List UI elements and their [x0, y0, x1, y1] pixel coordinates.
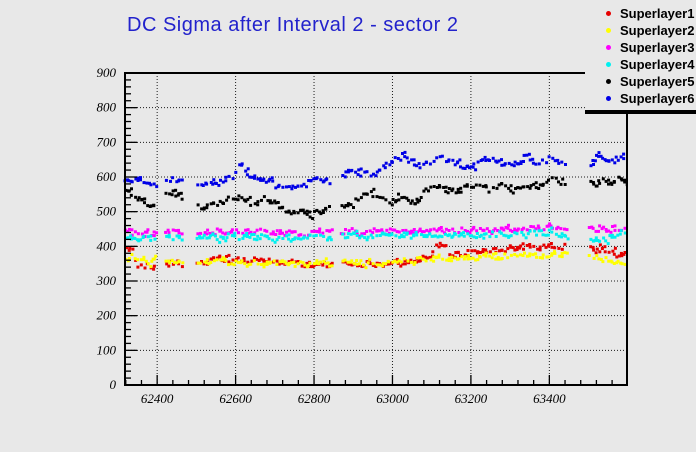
legend-label: Superlayer6: [620, 91, 695, 106]
y-axis-tick-label: 100: [97, 342, 117, 357]
legend-label: Superlayer2: [620, 23, 695, 38]
y-axis-tick-label: 300: [96, 273, 117, 288]
legend-label: Superlayer3: [620, 40, 695, 55]
legend-entry: Superlayer2: [585, 22, 696, 39]
x-axis-tick-label: 62400: [141, 391, 174, 406]
y-axis-tick-label: 500: [97, 204, 117, 219]
y-axis-tick-label: 400: [97, 238, 117, 253]
y-axis-tick-label: 0: [110, 377, 117, 392]
legend-entry: Superlayer5: [585, 73, 696, 90]
legend: Superlayer1 Superlayer2 Superlayer3 Supe…: [585, 0, 696, 114]
legend-marker-superlayer5-icon: [606, 79, 611, 84]
legend-entry: Superlayer4: [585, 56, 696, 73]
legend-label: Superlayer5: [620, 74, 695, 89]
legend-marker-superlayer4-icon: [606, 62, 611, 67]
x-axis-tick-label: 63200: [455, 391, 488, 406]
y-axis-tick-label: 700: [97, 134, 117, 149]
series-superlayer4: [124, 226, 628, 246]
y-axis-tick-label: 800: [97, 100, 117, 115]
legend-marker-superlayer1-icon: [606, 11, 611, 16]
legend-entry: Superlayer1: [585, 5, 696, 22]
y-axis-tick-label: 200: [97, 308, 117, 323]
plot-frame: [124, 72, 628, 386]
legend-label: Superlayer4: [620, 57, 695, 72]
data-points: [123, 150, 628, 271]
series-superlayer6: [123, 150, 626, 191]
y-axis-tick-label: 900: [97, 65, 117, 80]
legend-marker-superlayer2-icon: [606, 28, 611, 33]
legend-label: Superlayer1: [620, 6, 695, 21]
legend-marker-superlayer6-icon: [606, 96, 611, 101]
x-axis-tick-label: 62600: [219, 391, 252, 406]
legend-entry: Superlayer3: [585, 39, 696, 56]
x-axis-tick-label: 62800: [298, 391, 331, 406]
series-superlayer5: [124, 175, 628, 220]
x-axis-tick-label: 63400: [533, 391, 566, 406]
legend-marker-superlayer3-icon: [606, 45, 611, 50]
x-axis-tick-label: 63000: [376, 391, 409, 406]
chart-title: DC Sigma after Interval 2 - sector 2: [127, 14, 459, 36]
legend-entry: Superlayer6: [585, 90, 696, 107]
y-axis-tick-label: 600: [97, 169, 117, 184]
